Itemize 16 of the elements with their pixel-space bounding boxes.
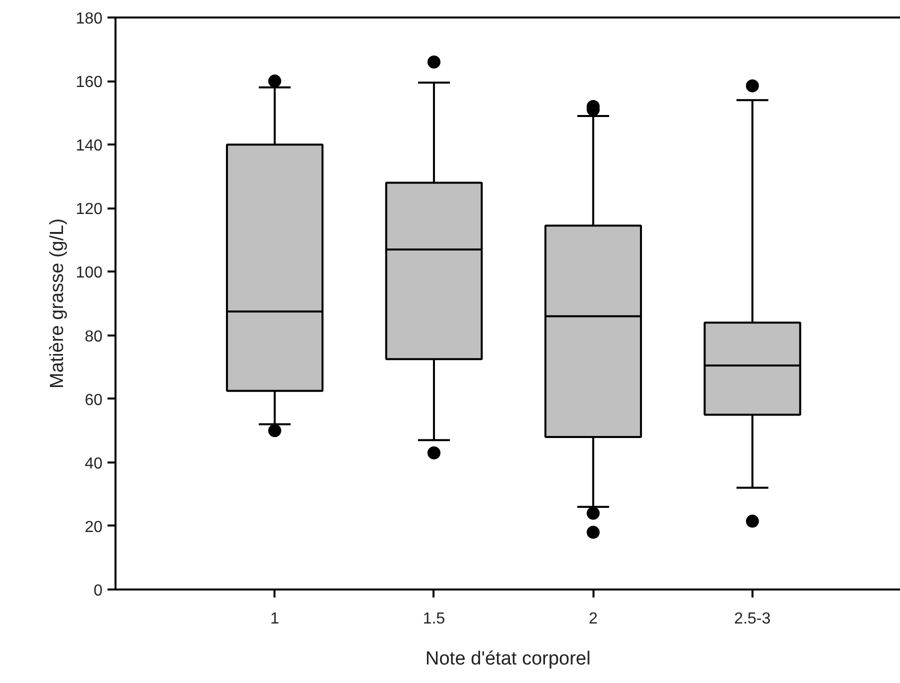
x-axis-title: Note d'état corporel [425,648,591,670]
y-tick-label: 180 [76,10,103,28]
y-tick-label: 100 [76,264,103,282]
y-tick-label: 0 [94,582,103,600]
x-tick-label: 1 [270,610,280,628]
y-tick-label: 120 [76,201,103,218]
x-tick-label: 2.5-3 [734,610,771,628]
x-tick-label: 2 [588,610,598,628]
y-tick-label: 20 [84,518,103,536]
y-tick-label: 40 [84,455,103,472]
y-tick-label: 80 [84,328,103,346]
y-axis-title: Matière grasse (g/L) [46,218,68,389]
y-tick-label: 160 [76,74,103,92]
x-tick-label: 1.5 [422,610,446,628]
y-tick-label: 60 [84,392,103,409]
y-tick-label: 140 [76,138,103,155]
